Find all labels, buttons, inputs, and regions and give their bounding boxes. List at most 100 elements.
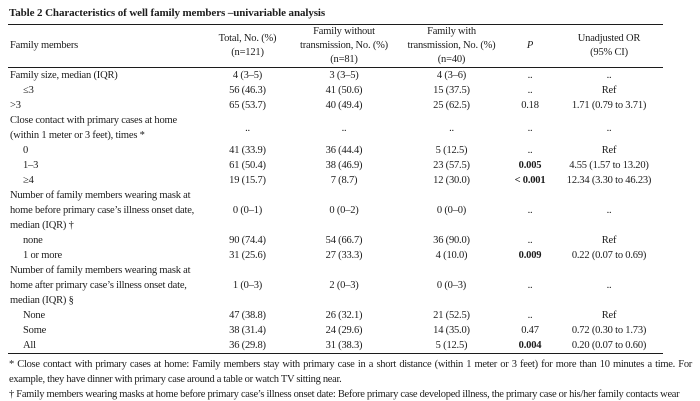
cell-family-without-transmission: 0 (0–2) <box>329 205 359 216</box>
cell-row-label: All <box>23 340 36 351</box>
cell-p-value: .. <box>527 235 533 246</box>
cell-p-value: .. <box>527 70 533 81</box>
cell-total: 36 (29.8) <box>229 340 266 351</box>
cell-family-with-transmission: 4 (3–6) <box>436 70 467 81</box>
cell-total: 19 (15.7) <box>229 175 266 186</box>
cell-family-with-transmission: 5 (12.5) <box>435 340 468 351</box>
cell-p-value: 0.009 <box>518 250 542 261</box>
cell-family-with-transmission: 4 (10.0) <box>435 250 468 261</box>
cell-family-with-transmission: 5 (12.5) <box>435 145 468 156</box>
table-row: 1 or more 31 (25.6) 27 (33.3) 4 (10.0) 0… <box>8 248 663 263</box>
cell-unadjusted-or: 1.71 (0.79 to 3.71) <box>571 100 647 111</box>
cell-total: 41 (33.9) <box>229 145 266 156</box>
table-row: All 36 (29.8) 31 (38.3) 5 (12.5) 0.004 0… <box>8 338 663 354</box>
column-header-family-members: Family members <box>10 40 79 51</box>
cell-family-with-transmission: 23 (57.5) <box>433 160 470 171</box>
footnote-mask-before-onset: † Family members wearing masks at home b… <box>9 389 680 400</box>
table-row: None 47 (38.8) 26 (32.1) 21 (52.5) .. Re… <box>8 308 663 323</box>
table-row: Number of family members wearing mask at… <box>8 263 663 308</box>
cell-unadjusted-or: 4.55 (1.57 to 13.20) <box>569 160 649 171</box>
cell-p-value: < 0.001 <box>514 175 546 186</box>
cell-total: 1 (0–3) <box>232 280 263 291</box>
header-row: Family members Total, No. (%) (n=121) Fa… <box>8 25 663 68</box>
table-row: Close contact with primary cases at home… <box>8 113 663 143</box>
cell-row-label: >3 <box>10 100 21 111</box>
cell-family-without-transmission: 38 (46.9) <box>325 160 363 171</box>
cell-p-value: .. <box>527 122 533 134</box>
cell-family-without-transmission: 27 (33.3) <box>325 250 363 261</box>
cell-unadjusted-or: 0.20 (0.07 to 0.60) <box>571 340 647 351</box>
cell-row-label: ≤3 <box>23 85 34 96</box>
cell-unadjusted-or: .. <box>606 280 612 291</box>
table-row: none 90 (74.4) 54 (66.7) 36 (90.0) .. Re… <box>8 233 663 248</box>
cell-total: 56 (46.3) <box>229 85 266 96</box>
table-row: Family size, median (IQR) 4 (3–5) 3 (3–5… <box>8 68 663 84</box>
cell-family-with-transmission: 36 (90.0) <box>433 235 470 246</box>
cell-row-label: ≥4 <box>23 175 34 186</box>
table-row: ≤3 56 (46.3) 41 (50.6) 15 (37.5) .. Ref <box>8 83 663 98</box>
cell-row-label: Family size, median (IQR) <box>10 70 118 81</box>
cell-row-label: 1 or more <box>23 250 63 261</box>
cell-row-label: Close contact with primary cases at home… <box>10 115 177 141</box>
characteristics-table: Family members Total, No. (%) (n=121) Fa… <box>8 24 663 354</box>
table-row: 1–3 61 (50.4) 38 (46.9) 23 (57.5) 0.005 … <box>8 158 663 173</box>
column-header-unadjusted-or: Unadjusted OR (95% CI) <box>577 33 641 58</box>
cell-unadjusted-or: .. <box>606 205 612 216</box>
cell-family-without-transmission: 24 (29.6) <box>325 325 363 336</box>
table-footnotes: * Close contact with primary cases at ho… <box>8 357 692 401</box>
cell-family-without-transmission: 26 (32.1) <box>325 310 363 321</box>
table-header: Family members Total, No. (%) (n=121) Fa… <box>8 25 663 68</box>
cell-p-value: 0.47 <box>521 325 539 336</box>
cell-total: 38 (31.4) <box>229 325 266 336</box>
cell-p-value: .. <box>527 280 533 291</box>
table-body: Family size, median (IQR) 4 (3–5) 3 (3–5… <box>8 68 663 354</box>
footnote-close-contact: * Close contact with primary cases at ho… <box>9 359 692 385</box>
cell-family-with-transmission: 25 (62.5) <box>433 100 470 111</box>
cell-unadjusted-or: Ref <box>601 235 617 246</box>
cell-total: 61 (50.4) <box>229 160 266 171</box>
cell-family-without-transmission: 54 (66.7) <box>325 235 363 246</box>
cell-family-without-transmission: 7 (8.7) <box>330 175 358 186</box>
table-row: 0 41 (33.9) 36 (44.4) 5 (12.5) .. Ref <box>8 143 663 158</box>
column-header-family-without-transmission: Family without transmission, No. (%) (n=… <box>300 26 388 65</box>
cell-family-with-transmission: 14 (35.0) <box>433 325 470 336</box>
cell-unadjusted-or: Ref <box>601 85 617 96</box>
cell-family-without-transmission: 2 (0–3) <box>329 280 359 291</box>
cell-unadjusted-or: Ref <box>601 145 617 156</box>
cell-family-with-transmission: 21 (52.5) <box>433 310 470 321</box>
column-header-family-with-transmission: Family with transmission, No. (%) (n=40) <box>407 26 496 65</box>
cell-unadjusted-or: .. <box>606 122 612 134</box>
cell-family-without-transmission: .. <box>341 122 347 134</box>
cell-family-without-transmission: 3 (3–5) <box>329 70 359 81</box>
table-row: Some 38 (31.4) 24 (29.6) 14 (35.0) 0.47 … <box>8 323 663 338</box>
cell-total: 31 (25.6) <box>229 250 266 261</box>
cell-unadjusted-or: 0.22 (0.07 to 0.69) <box>571 250 647 261</box>
cell-family-with-transmission: 0 (0–0) <box>436 205 467 216</box>
cell-total: 47 (38.8) <box>229 310 266 321</box>
column-header-total: Total, No. (%) (n=121) <box>218 33 277 58</box>
cell-total: 0 (0–1) <box>232 205 263 216</box>
table-title: Table 2 Characteristics of well family m… <box>9 7 326 19</box>
cell-family-without-transmission: 36 (44.4) <box>325 145 363 156</box>
cell-p-value: .. <box>527 310 533 321</box>
cell-family-without-transmission: 31 (38.3) <box>325 340 363 351</box>
cell-family-without-transmission: 40 (49.4) <box>325 100 363 111</box>
cell-p-value: .. <box>527 85 533 96</box>
cell-total: 4 (3–5) <box>232 70 263 81</box>
cell-row-label: 1–3 <box>23 160 39 171</box>
cell-p-value: .. <box>527 205 533 216</box>
cell-unadjusted-or: 0.72 (0.30 to 1.73) <box>571 325 647 336</box>
cell-p-value: 0.18 <box>521 100 539 111</box>
cell-row-label: none <box>23 235 43 246</box>
cell-family-with-transmission: 12 (30.0) <box>433 175 470 186</box>
table-row: Number of family members wearing mask at… <box>8 188 663 233</box>
table-row: ≥4 19 (15.7) 7 (8.7) 12 (30.0) < 0.001 1… <box>8 173 663 188</box>
cell-total: .. <box>245 122 250 134</box>
cell-unadjusted-or: Ref <box>601 310 617 321</box>
column-header-p-value: P <box>526 40 534 51</box>
cell-p-value: 0.004 <box>518 340 542 351</box>
table-row: >3 65 (53.7) 40 (49.4) 25 (62.5) 0.18 1.… <box>8 98 663 113</box>
cell-unadjusted-or: .. <box>606 70 612 81</box>
cell-row-label: 0 <box>23 145 29 156</box>
